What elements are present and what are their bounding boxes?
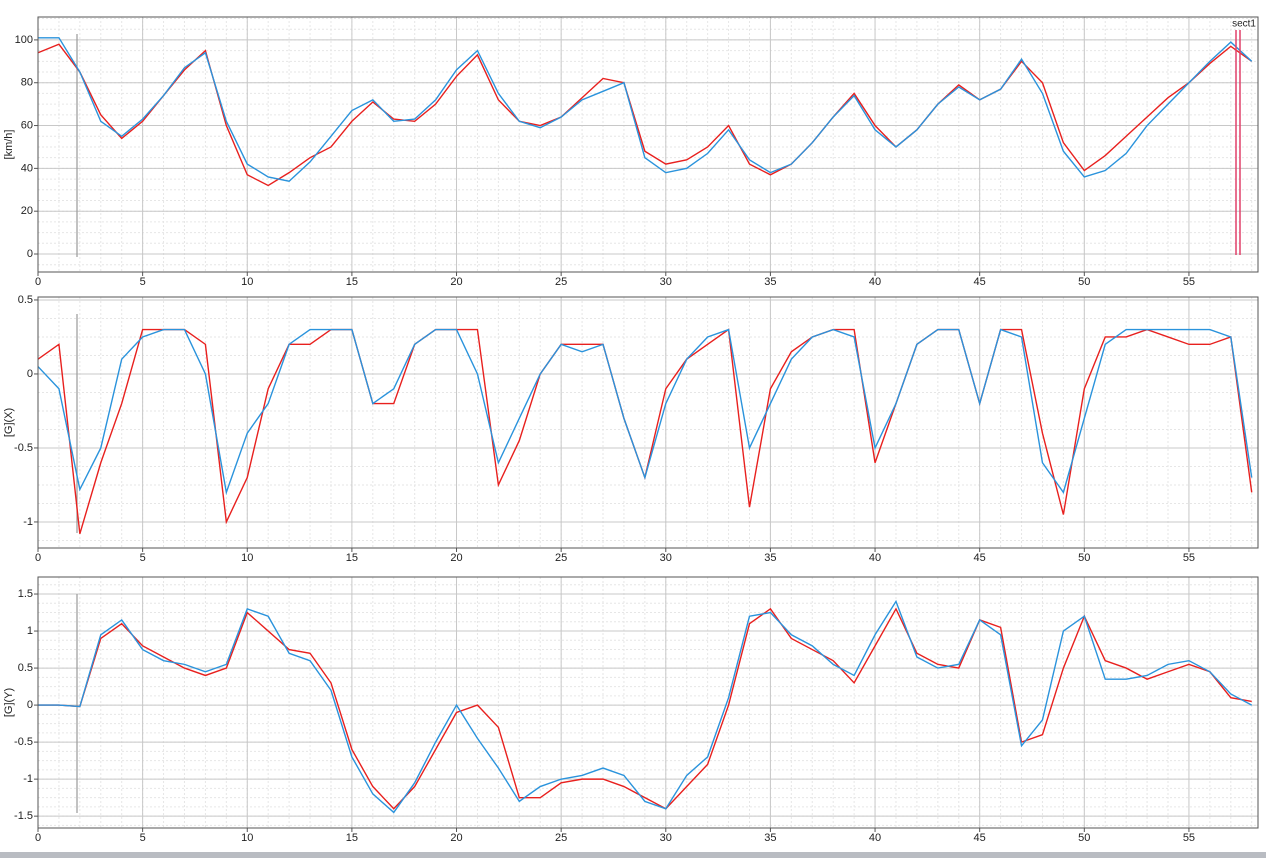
data-line	[38, 599, 1253, 814]
x-tick-label: 35	[764, 552, 776, 564]
x-tick-label: 25	[555, 552, 567, 564]
plot-border	[37, 16, 1259, 273]
x-tick-label: 40	[869, 832, 881, 844]
x-tick-label: 50	[1078, 832, 1090, 844]
x-tick-label: 25	[555, 276, 567, 288]
x-tick-label: 45	[974, 552, 986, 564]
y-tick-label: 0	[27, 248, 33, 260]
x-tick-label: 0	[35, 276, 41, 288]
y-tick-label: 20	[21, 205, 33, 217]
x-tick-label: 10	[241, 276, 253, 288]
x-tick-label: 30	[660, 832, 672, 844]
plot-area	[37, 16, 1259, 273]
data-line	[37, 43, 1253, 187]
x-tick-label: 55	[1183, 552, 1195, 564]
x-tick-label: 5	[140, 552, 146, 564]
y-tick-label: 60	[21, 119, 33, 131]
x-tick-label: 20	[450, 552, 462, 564]
x-tick-label: 10	[241, 832, 253, 844]
y-tick-label: 0	[27, 368, 33, 380]
y-tick-label: 1.5	[18, 588, 33, 600]
window-border	[0, 852, 1266, 858]
x-tick-label: 50	[1078, 276, 1090, 288]
data-line	[38, 607, 1252, 810]
y-tick-label: -0.5	[14, 736, 33, 748]
plot-area	[37, 576, 1259, 829]
x-tick-label: 35	[764, 832, 776, 844]
x-tick-label: 30	[660, 276, 672, 288]
x-tick-label: 50	[1078, 552, 1090, 564]
annotation: sect1	[1232, 19, 1256, 30]
x-tick-label: 45	[974, 276, 986, 288]
x-tick-label: 15	[346, 276, 358, 288]
x-tick-label: 35	[764, 276, 776, 288]
x-tick-label: 45	[974, 832, 986, 844]
y-tick-label: 40	[21, 162, 33, 174]
plot-area	[37, 296, 1259, 549]
x-tick-label: 55	[1183, 832, 1195, 844]
x-tick-label: 55	[1183, 276, 1195, 288]
y-tick-label: 1	[27, 625, 33, 637]
x-tick-label: 15	[346, 552, 358, 564]
y-tick-label: 0.5	[18, 662, 33, 674]
x-tick-label: 5	[140, 832, 146, 844]
plot-border	[37, 576, 1259, 829]
x-tick-label: 30	[660, 552, 672, 564]
data-line	[38, 37, 1253, 182]
x-tick-label: 20	[450, 832, 462, 844]
y-axis-label: [km/h]	[3, 130, 15, 160]
x-tick-label: 20	[450, 276, 462, 288]
y-tick-label: -0.5	[14, 442, 33, 454]
x-tick-label: 40	[869, 276, 881, 288]
y-tick-label: 100	[15, 34, 33, 46]
y-tick-label: 0.5	[18, 294, 33, 306]
y-tick-label: -1.5	[14, 810, 33, 822]
x-tick-label: 0	[35, 832, 41, 844]
x-tick-label: 25	[555, 832, 567, 844]
y-tick-label: -1	[23, 516, 33, 528]
x-tick-label: 40	[869, 552, 881, 564]
x-tick-label: 0	[35, 552, 41, 564]
data-line	[37, 328, 1253, 496]
y-axis-label: [G](X)	[3, 408, 15, 437]
y-tick-label: 80	[21, 77, 33, 89]
x-tick-label: 10	[241, 552, 253, 564]
y-axis-label: [G](Y)	[3, 688, 15, 717]
y-tick-label: 0	[27, 699, 33, 711]
x-tick-label: 15	[346, 832, 358, 844]
y-tick-label: -1	[23, 773, 33, 785]
plot-border	[37, 296, 1259, 549]
x-tick-label: 5	[140, 276, 146, 288]
